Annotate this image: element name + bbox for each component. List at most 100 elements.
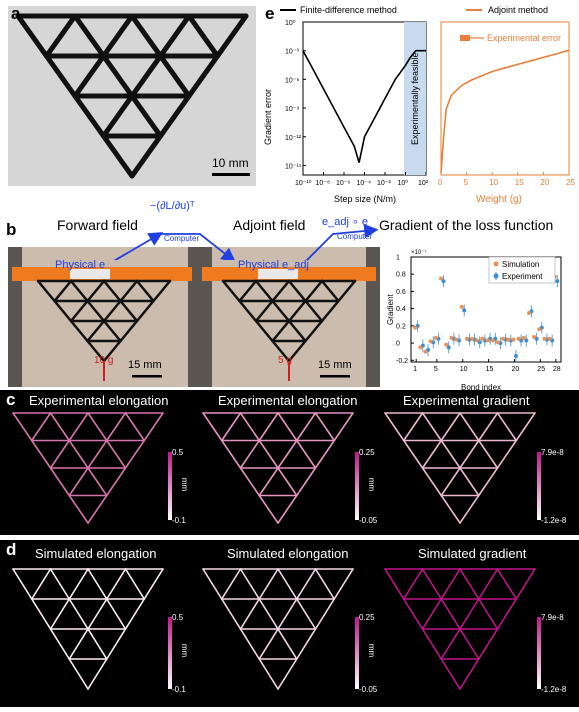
c-truss-2-bar	[239, 412, 261, 442]
photo-b-right-bar	[254, 319, 274, 343]
photo-b-left-bar	[86, 279, 106, 303]
c-truss-3-bar	[440, 494, 461, 524]
computer-label-2: Computer	[337, 232, 373, 241]
photo-b-left-bar	[86, 319, 106, 343]
arrow-forward-to-computer	[113, 232, 164, 260]
d-cb1-max: 0.5	[172, 613, 184, 622]
fd-ytick-label: 10⁻³	[285, 49, 299, 56]
photo-b-left-bar	[119, 319, 139, 343]
c-truss-3-bar	[402, 439, 424, 469]
formula-dl-du: −(∂L/∂u)ᵀ	[150, 200, 195, 212]
adj-xtick-label: 0	[438, 178, 443, 187]
photo-b-left-bar	[53, 279, 73, 303]
frame-post	[8, 247, 22, 387]
c-truss-2-bar	[295, 439, 317, 469]
d-truss-1-bar	[87, 598, 108, 630]
c-truss-1-bar	[87, 439, 108, 469]
c-truss-2-bar	[295, 412, 317, 442]
physical-e-label: Physical e	[55, 259, 106, 271]
d-truss-3-bar	[440, 568, 461, 600]
c-truss-2-bar	[239, 467, 261, 497]
scatter-points	[413, 274, 560, 362]
sim-point	[542, 336, 547, 341]
scatter-axes-ticks: 1 5 10 15 20 25 28-0.200.20.40.60.81	[396, 255, 561, 374]
photo-b-right-bar	[271, 339, 291, 363]
fd-xtick-label: 10⁻⁴	[357, 180, 372, 187]
sim-point	[423, 349, 428, 354]
scatter-xtick-label: 10	[460, 366, 468, 373]
arrow-computer-to-adjoint	[160, 233, 236, 260]
experiment-photo	[8, 247, 380, 387]
d-truss-2-bar	[277, 628, 298, 660]
panel-label-e: e	[265, 4, 275, 23]
d-truss-3-bar	[496, 568, 518, 600]
sim-point	[454, 337, 459, 342]
adj-series-line	[440, 49, 570, 174]
d-cb3-min: -1.2e-8	[541, 685, 567, 694]
c-cb1-max: 0.5	[172, 448, 184, 457]
photo-b-left-bar	[69, 319, 89, 343]
c-truss-2-bar	[220, 412, 242, 442]
c-truss-1-bar	[87, 494, 108, 524]
fd-xtick-label: 10⁻⁸	[316, 180, 330, 187]
c-truss-3-bar	[496, 439, 518, 469]
frame-post	[198, 247, 212, 387]
c-truss-2-bar	[258, 439, 279, 469]
d-truss-3-bar	[459, 628, 480, 660]
truss-photo	[15, 13, 249, 179]
panel-label-b: b	[6, 220, 17, 239]
photo-a-bar	[101, 133, 135, 179]
photo-a-bar	[101, 13, 135, 59]
photo-b-left-bar	[53, 299, 73, 323]
d-title-2: Simulated elongation	[227, 546, 349, 561]
c-truss-1-bar	[124, 439, 146, 469]
photo-b-right-bar	[304, 319, 324, 343]
c-truss-3-bar	[459, 439, 480, 469]
c-truss-2-bar	[202, 412, 223, 442]
photo-a-bar	[186, 53, 220, 99]
panel-c-trusses	[12, 412, 541, 524]
d-truss-1-bar	[143, 568, 164, 600]
sim-point	[485, 338, 490, 343]
scatter-ytick-label: 1	[396, 255, 400, 262]
photo-a-bar	[44, 13, 78, 59]
d-truss-3-bar	[440, 628, 461, 660]
c-truss-1-bar	[105, 439, 127, 469]
photo-b-right-bar	[320, 279, 340, 303]
gradient-scatter-chart: ×10⁻⁷ 1 5 10 15 20 25 28-0.200.20.40.60.81 Sim…	[386, 249, 562, 392]
scatter-ytick-label: 0	[396, 341, 400, 348]
c-truss-2-bar	[220, 439, 242, 469]
d-cb2-unit: mm	[367, 643, 377, 658]
d-colorbar-1	[168, 617, 172, 689]
exp-point	[441, 279, 446, 284]
photo-a-bar	[158, 13, 192, 59]
c-truss-1-bar	[30, 412, 52, 442]
photo-a-bar	[129, 53, 163, 99]
d-truss-3-bar	[477, 628, 499, 660]
sim-point	[418, 345, 423, 350]
photo-b-right-bar	[271, 279, 291, 303]
d-truss-1-bar	[68, 568, 89, 600]
c-truss-2-bar	[258, 467, 279, 497]
c-truss-2-bar	[239, 439, 261, 469]
panel-label-c: c	[6, 390, 16, 409]
sim-point	[495, 340, 500, 345]
photo-b-left-bar	[135, 279, 155, 303]
d-cb1-unit: mm	[180, 643, 190, 658]
fd-xtick-label: 10⁰	[398, 179, 409, 187]
adj-xlabel: Weight (g)	[476, 194, 522, 205]
photo-b-right-bar	[304, 299, 324, 323]
c-cb3-min: -1.2e-8	[541, 516, 567, 525]
adj-xtick-label: 25	[566, 178, 575, 187]
photo-b-left-bar	[119, 299, 139, 323]
c-truss-2-bar	[258, 412, 279, 442]
c-truss-1-bar	[68, 439, 89, 469]
c-title-1: Experimental elongation	[29, 393, 169, 408]
d-truss-2-bar	[239, 628, 261, 660]
sim-point	[480, 336, 485, 341]
c-truss-3-bar	[421, 467, 443, 497]
photo-a-bar	[186, 13, 220, 59]
c-title-2: Experimental elongation	[218, 393, 358, 408]
exp-error-marker	[460, 35, 470, 41]
d-truss-3-bar	[440, 598, 461, 630]
